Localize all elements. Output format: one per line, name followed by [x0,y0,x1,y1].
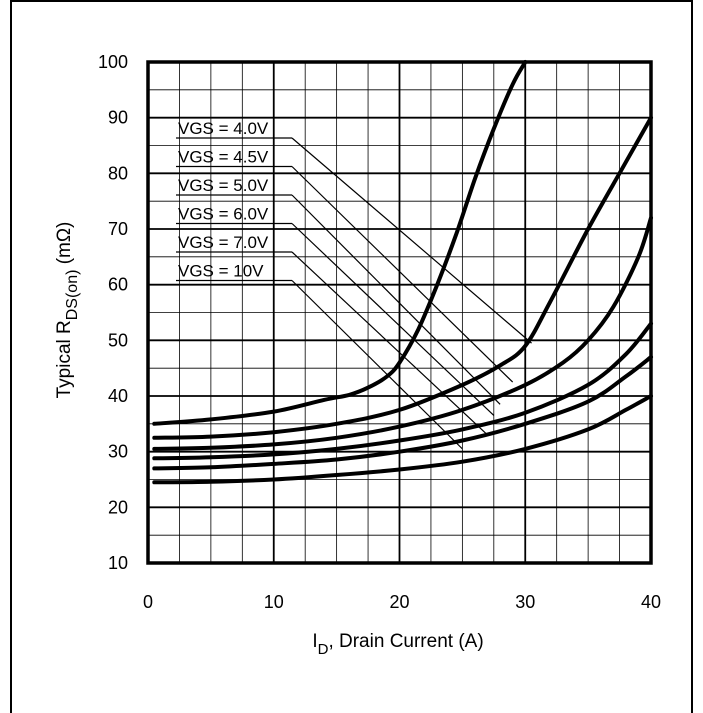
vgs-label: VGS = 4.5V [178,148,269,167]
y-tick-label: 60 [108,275,128,295]
vgs-label: VGS = 4.0V [178,119,269,138]
y-tick-label: 80 [108,163,128,183]
y-tick-label: 90 [108,108,128,128]
y-tick-label: 30 [108,442,128,462]
annotation-layer: VGS = 4.0V VGS = 4.5V VGS = 5.0V VGS = 6.0V… [176,119,532,450]
x-tick-label: 40 [641,592,661,612]
x-tick-label: 0 [143,592,153,612]
figure-frame [10,0,693,713]
vgs-label: VGS = 6.0V [178,205,269,224]
vgs-label: VGS = 10V [178,262,264,281]
series-line-4-5v [152,115,653,440]
series-line-7-0v [152,355,653,471]
y-tick-label: 50 [108,330,128,350]
y-tick-label: 100 [98,52,128,72]
vgs-leader-line [291,251,488,436]
y-tick-label: 20 [108,497,128,517]
x-axis-label: ID, Drain Current (A) [312,631,483,658]
vgs-leader-line [291,137,532,344]
vgs-leader-line [291,166,514,383]
x-tick-label: 10 [264,592,284,612]
vgs-leader-line [291,223,495,416]
y-tick-label: 70 [108,219,128,239]
y-axis-label: Typical RDS(on) (mΩ) [54,222,81,399]
vgs-label: VGS = 7.0V [178,233,269,252]
series-line-5-0v [152,215,653,451]
series-line-10v [152,394,653,485]
x-tick-label: 20 [389,592,409,612]
vgs-label: VGS = 5.0V [178,176,269,195]
vgs-leader-line [291,280,463,450]
x-tick-label: 30 [515,592,535,612]
plot-frame [146,60,653,565]
tick-label-layer: 0 10 20 30 40 10 20 30 40 50 60 70 80 90 100 [98,52,661,612]
y-tick-label: 40 [108,386,128,406]
series-line-4-0v [152,60,528,426]
series-layer [152,60,653,485]
series-line-6-0v [152,321,653,461]
vgs-leader-line [291,194,501,405]
y-tick-label: 10 [108,553,128,573]
